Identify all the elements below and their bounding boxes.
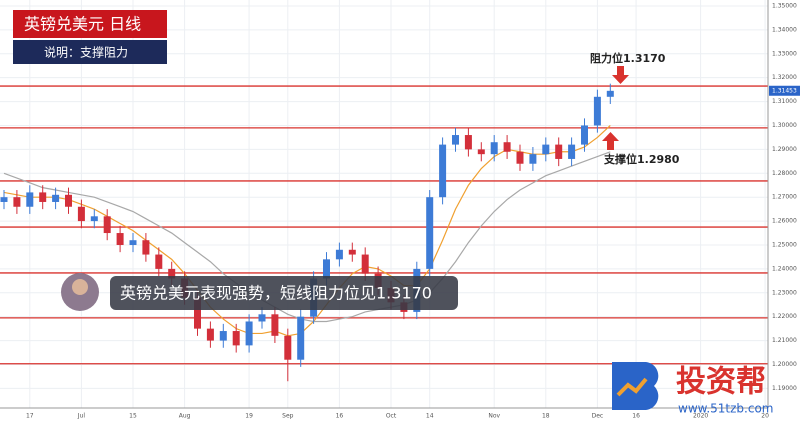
candle-body — [464, 135, 472, 150]
candle-body — [348, 249, 356, 255]
y-tick-label: 1.27000 — [772, 194, 797, 201]
candle-body — [219, 331, 227, 341]
candle-body — [529, 154, 537, 164]
candle-body — [477, 149, 485, 155]
annotation: 支撑位1.2980 — [603, 152, 680, 166]
x-tick-label: 16 — [336, 413, 344, 420]
subtitle: 说明：支撑阻力 — [44, 45, 128, 60]
down-arrow — [612, 66, 629, 84]
candle-body — [323, 259, 330, 279]
x-tick-label: 16 — [632, 413, 640, 420]
y-tick-label: 1.26000 — [772, 218, 797, 225]
price-tag — [769, 85, 800, 96]
candle-body — [168, 268, 176, 279]
up-arrow — [602, 132, 619, 150]
y-tick-label: 1.22000 — [772, 313, 797, 320]
candle-body — [258, 314, 266, 322]
x-tick-label: Dec — [592, 413, 604, 420]
candle-body — [555, 144, 563, 159]
avatar-face — [72, 279, 88, 295]
y-tick-label: 1.29000 — [772, 146, 797, 153]
candle-body — [155, 254, 163, 269]
y-tick-label: 1.28000 — [772, 170, 797, 177]
logo-mark — [612, 362, 659, 410]
candle-body — [271, 314, 279, 336]
candle-body — [52, 194, 60, 202]
y-tick-label: 1.33000 — [772, 50, 797, 57]
x-tick-label: 17 — [26, 413, 34, 420]
caption-box — [110, 276, 458, 310]
price-label: 1.31453 — [772, 87, 797, 94]
candle-body — [194, 297, 201, 329]
candle-body — [65, 194, 72, 207]
x-tick-label: Jul — [77, 413, 86, 420]
annotation: 阻力位1.3170 — [590, 51, 666, 65]
candle-body — [206, 328, 214, 341]
candle-body — [129, 240, 137, 245]
candle-body — [103, 216, 111, 234]
candle-body — [116, 233, 124, 245]
candle-body — [26, 192, 34, 207]
candle-body — [606, 90, 614, 97]
moving-average — [3, 151, 611, 323]
x-tick-label: Oct — [386, 413, 397, 420]
logo-mark — [616, 377, 648, 397]
levels — [0, 85, 768, 365]
x-tick-label: 18 — [542, 413, 550, 420]
candle-body — [297, 316, 305, 360]
title-box — [13, 10, 167, 38]
candle-body — [77, 206, 85, 222]
candle-body — [503, 142, 511, 152]
y-tick-label: 1.31000 — [772, 98, 797, 105]
y-tick-label: 1.35000 — [772, 2, 797, 9]
caption: 英镑兑美元表现强势，短线阻力位见1.3170 — [120, 284, 432, 303]
candle-body — [542, 144, 550, 155]
x-tick-label: 15 — [129, 413, 137, 420]
y-tick-label: 1.20000 — [772, 361, 797, 368]
y-tick-label: 1.32000 — [772, 74, 797, 81]
candle-body — [13, 197, 21, 207]
candle-body — [581, 125, 588, 145]
x-tick-label: 19 — [245, 413, 253, 420]
y-tick-label: 1.30000 — [772, 122, 797, 129]
y-tick-label: 1.21000 — [772, 337, 797, 344]
candle-body — [593, 96, 601, 126]
y-tick-label: 1.19000 — [772, 385, 797, 392]
candle-body — [232, 331, 240, 346]
candle-body — [335, 249, 343, 260]
candle-body — [452, 135, 459, 145]
y-tick-label: 1.34000 — [772, 26, 797, 33]
candle-body — [426, 197, 434, 269]
candle-body — [284, 335, 292, 360]
subtitle-box — [13, 40, 167, 64]
candle-body — [39, 192, 47, 202]
candle-body — [142, 240, 150, 255]
brand-url: www.51tzb.com — [678, 402, 774, 416]
candle-body — [439, 144, 447, 198]
x-tick-label: Nov — [488, 413, 500, 420]
candle-body — [90, 216, 98, 222]
y-tick-label: 1.23000 — [772, 289, 797, 296]
candle-body — [361, 254, 369, 274]
chart-title: 英镑兑美元 日线 — [24, 15, 141, 34]
brand-name: 投资帮 — [676, 365, 766, 400]
candle-body — [490, 142, 498, 155]
candle-body — [516, 151, 524, 164]
x-tick-label: Sep — [282, 413, 294, 420]
candle-body — [0, 197, 8, 202]
x-tick-label: 14 — [426, 413, 434, 420]
x-tick-label: 2020 — [693, 413, 708, 420]
candle-body — [245, 321, 253, 346]
y-tick-label: 1.25000 — [772, 241, 797, 248]
x-tick-label: 20 — [761, 413, 769, 420]
x-tick-label: Aug — [179, 413, 191, 420]
candle-body — [568, 144, 576, 159]
y-tick-label: 1.24000 — [772, 265, 797, 272]
